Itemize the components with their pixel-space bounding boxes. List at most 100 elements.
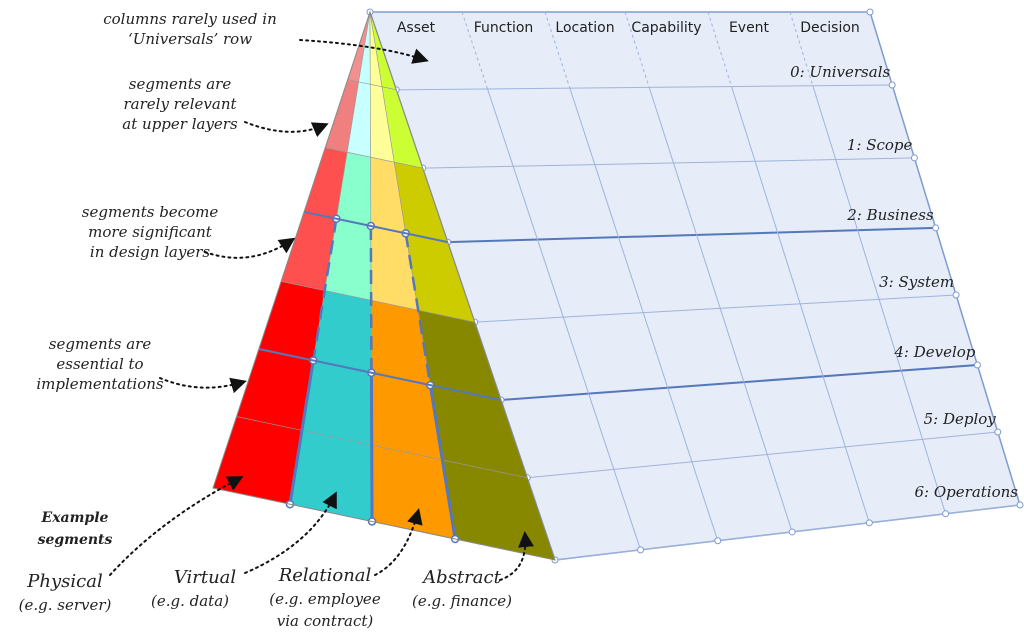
column-line bbox=[766, 454, 793, 533]
column-line bbox=[673, 162, 698, 236]
grid-node bbox=[865, 519, 873, 527]
row-label: 3: System bbox=[879, 273, 954, 291]
row-label: 6: Operations bbox=[915, 483, 1019, 501]
framework-grid bbox=[366, 8, 1024, 564]
grid-node bbox=[942, 510, 950, 518]
segment-row-line bbox=[258, 348, 502, 401]
row-label: 2: Business bbox=[846, 206, 934, 224]
column-line bbox=[562, 317, 590, 394]
annotation-arrows bbox=[109, 39, 534, 581]
segment-divider bbox=[428, 384, 457, 540]
column-line bbox=[569, 87, 596, 165]
segment-cell bbox=[236, 348, 314, 431]
column-line bbox=[618, 237, 644, 313]
row-line bbox=[527, 431, 998, 479]
labels: Asset Function Location Capability Event Deci… bbox=[19, 10, 1019, 630]
annotation: segments are bbox=[129, 75, 232, 93]
segment-note: (e.g. data) bbox=[151, 592, 229, 610]
column-line bbox=[812, 85, 837, 160]
grid-node bbox=[788, 528, 796, 536]
segment-note: via contract) bbox=[277, 612, 374, 630]
segment-divider bbox=[369, 372, 374, 522]
row-label: 0: Universals bbox=[790, 63, 890, 81]
grid-node bbox=[952, 291, 960, 299]
annotation: rarely relevant bbox=[123, 95, 237, 113]
grid-node bbox=[637, 546, 645, 554]
column-line bbox=[588, 393, 615, 470]
annotation: columns rarely used in bbox=[103, 10, 277, 28]
segment-pyramid bbox=[212, 10, 556, 561]
grid-node bbox=[1016, 501, 1024, 509]
segment-cell bbox=[289, 430, 373, 522]
row-line bbox=[422, 157, 915, 169]
annotation: in design layers bbox=[90, 243, 210, 261]
column-line bbox=[613, 469, 642, 551]
segments-title: segments bbox=[38, 532, 113, 548]
column-line bbox=[461, 11, 488, 90]
grid-node bbox=[888, 81, 896, 89]
row-line bbox=[474, 294, 957, 323]
column-label: Asset bbox=[397, 20, 436, 36]
column-line bbox=[648, 87, 674, 164]
annotation: segments are bbox=[49, 335, 152, 353]
row-line bbox=[447, 226, 936, 244]
column-line bbox=[822, 376, 846, 448]
row-label: 4: Develop bbox=[893, 343, 975, 361]
grid-node bbox=[910, 154, 918, 162]
column-line bbox=[922, 439, 947, 514]
grid-node bbox=[714, 537, 722, 545]
column-line bbox=[537, 239, 564, 318]
column-line bbox=[719, 308, 745, 383]
segment-name: Virtual bbox=[174, 567, 237, 588]
column-line bbox=[624, 11, 650, 88]
column-line bbox=[487, 88, 514, 167]
column-line bbox=[696, 234, 721, 309]
segment-note: (e.g. employee bbox=[269, 590, 381, 608]
row-line bbox=[500, 363, 978, 401]
column-label: Event bbox=[729, 20, 770, 36]
annotation: implementations bbox=[36, 375, 164, 393]
column-line bbox=[789, 11, 814, 86]
segment-name: Physical bbox=[26, 571, 103, 592]
column-label: Capability bbox=[631, 20, 701, 36]
segment-name: Abstract bbox=[421, 567, 501, 588]
column-line bbox=[844, 446, 870, 523]
column-label: Location bbox=[555, 20, 614, 36]
column-label: Function bbox=[474, 20, 534, 36]
column-line bbox=[878, 299, 902, 371]
column-line bbox=[544, 11, 571, 89]
segment-divider bbox=[369, 225, 373, 373]
segment-note: (e.g. server) bbox=[19, 596, 112, 614]
grid-node bbox=[973, 361, 981, 369]
segment-row-line bbox=[303, 210, 448, 244]
column-line bbox=[900, 370, 923, 440]
grid-node bbox=[994, 428, 1002, 436]
row-label: 1: Scope bbox=[847, 136, 913, 154]
segment-name: Relational bbox=[278, 565, 372, 586]
grid-node bbox=[866, 8, 874, 16]
column-line bbox=[707, 11, 732, 87]
column-line bbox=[857, 230, 880, 300]
annotation: more significant bbox=[88, 223, 213, 241]
column-line bbox=[731, 86, 756, 162]
segment-divider bbox=[288, 360, 315, 505]
column-line bbox=[667, 387, 693, 462]
column-line bbox=[594, 164, 619, 238]
row-line bbox=[396, 84, 893, 91]
column-line bbox=[642, 312, 669, 388]
column-label: Decision bbox=[800, 20, 860, 36]
grid-node bbox=[932, 224, 940, 232]
row-label: 5: Deploy bbox=[924, 410, 997, 428]
column-line bbox=[691, 461, 719, 541]
segments-title: Example bbox=[41, 510, 109, 526]
column-line bbox=[743, 381, 768, 455]
annotation: essential to bbox=[56, 355, 143, 373]
column-line bbox=[835, 159, 859, 231]
column-line bbox=[777, 232, 801, 304]
annotation: segments become bbox=[82, 203, 219, 221]
annotation: at upper layers bbox=[122, 115, 238, 133]
segment-divider bbox=[312, 218, 338, 361]
column-line bbox=[799, 303, 824, 377]
segment-divider bbox=[404, 233, 432, 386]
